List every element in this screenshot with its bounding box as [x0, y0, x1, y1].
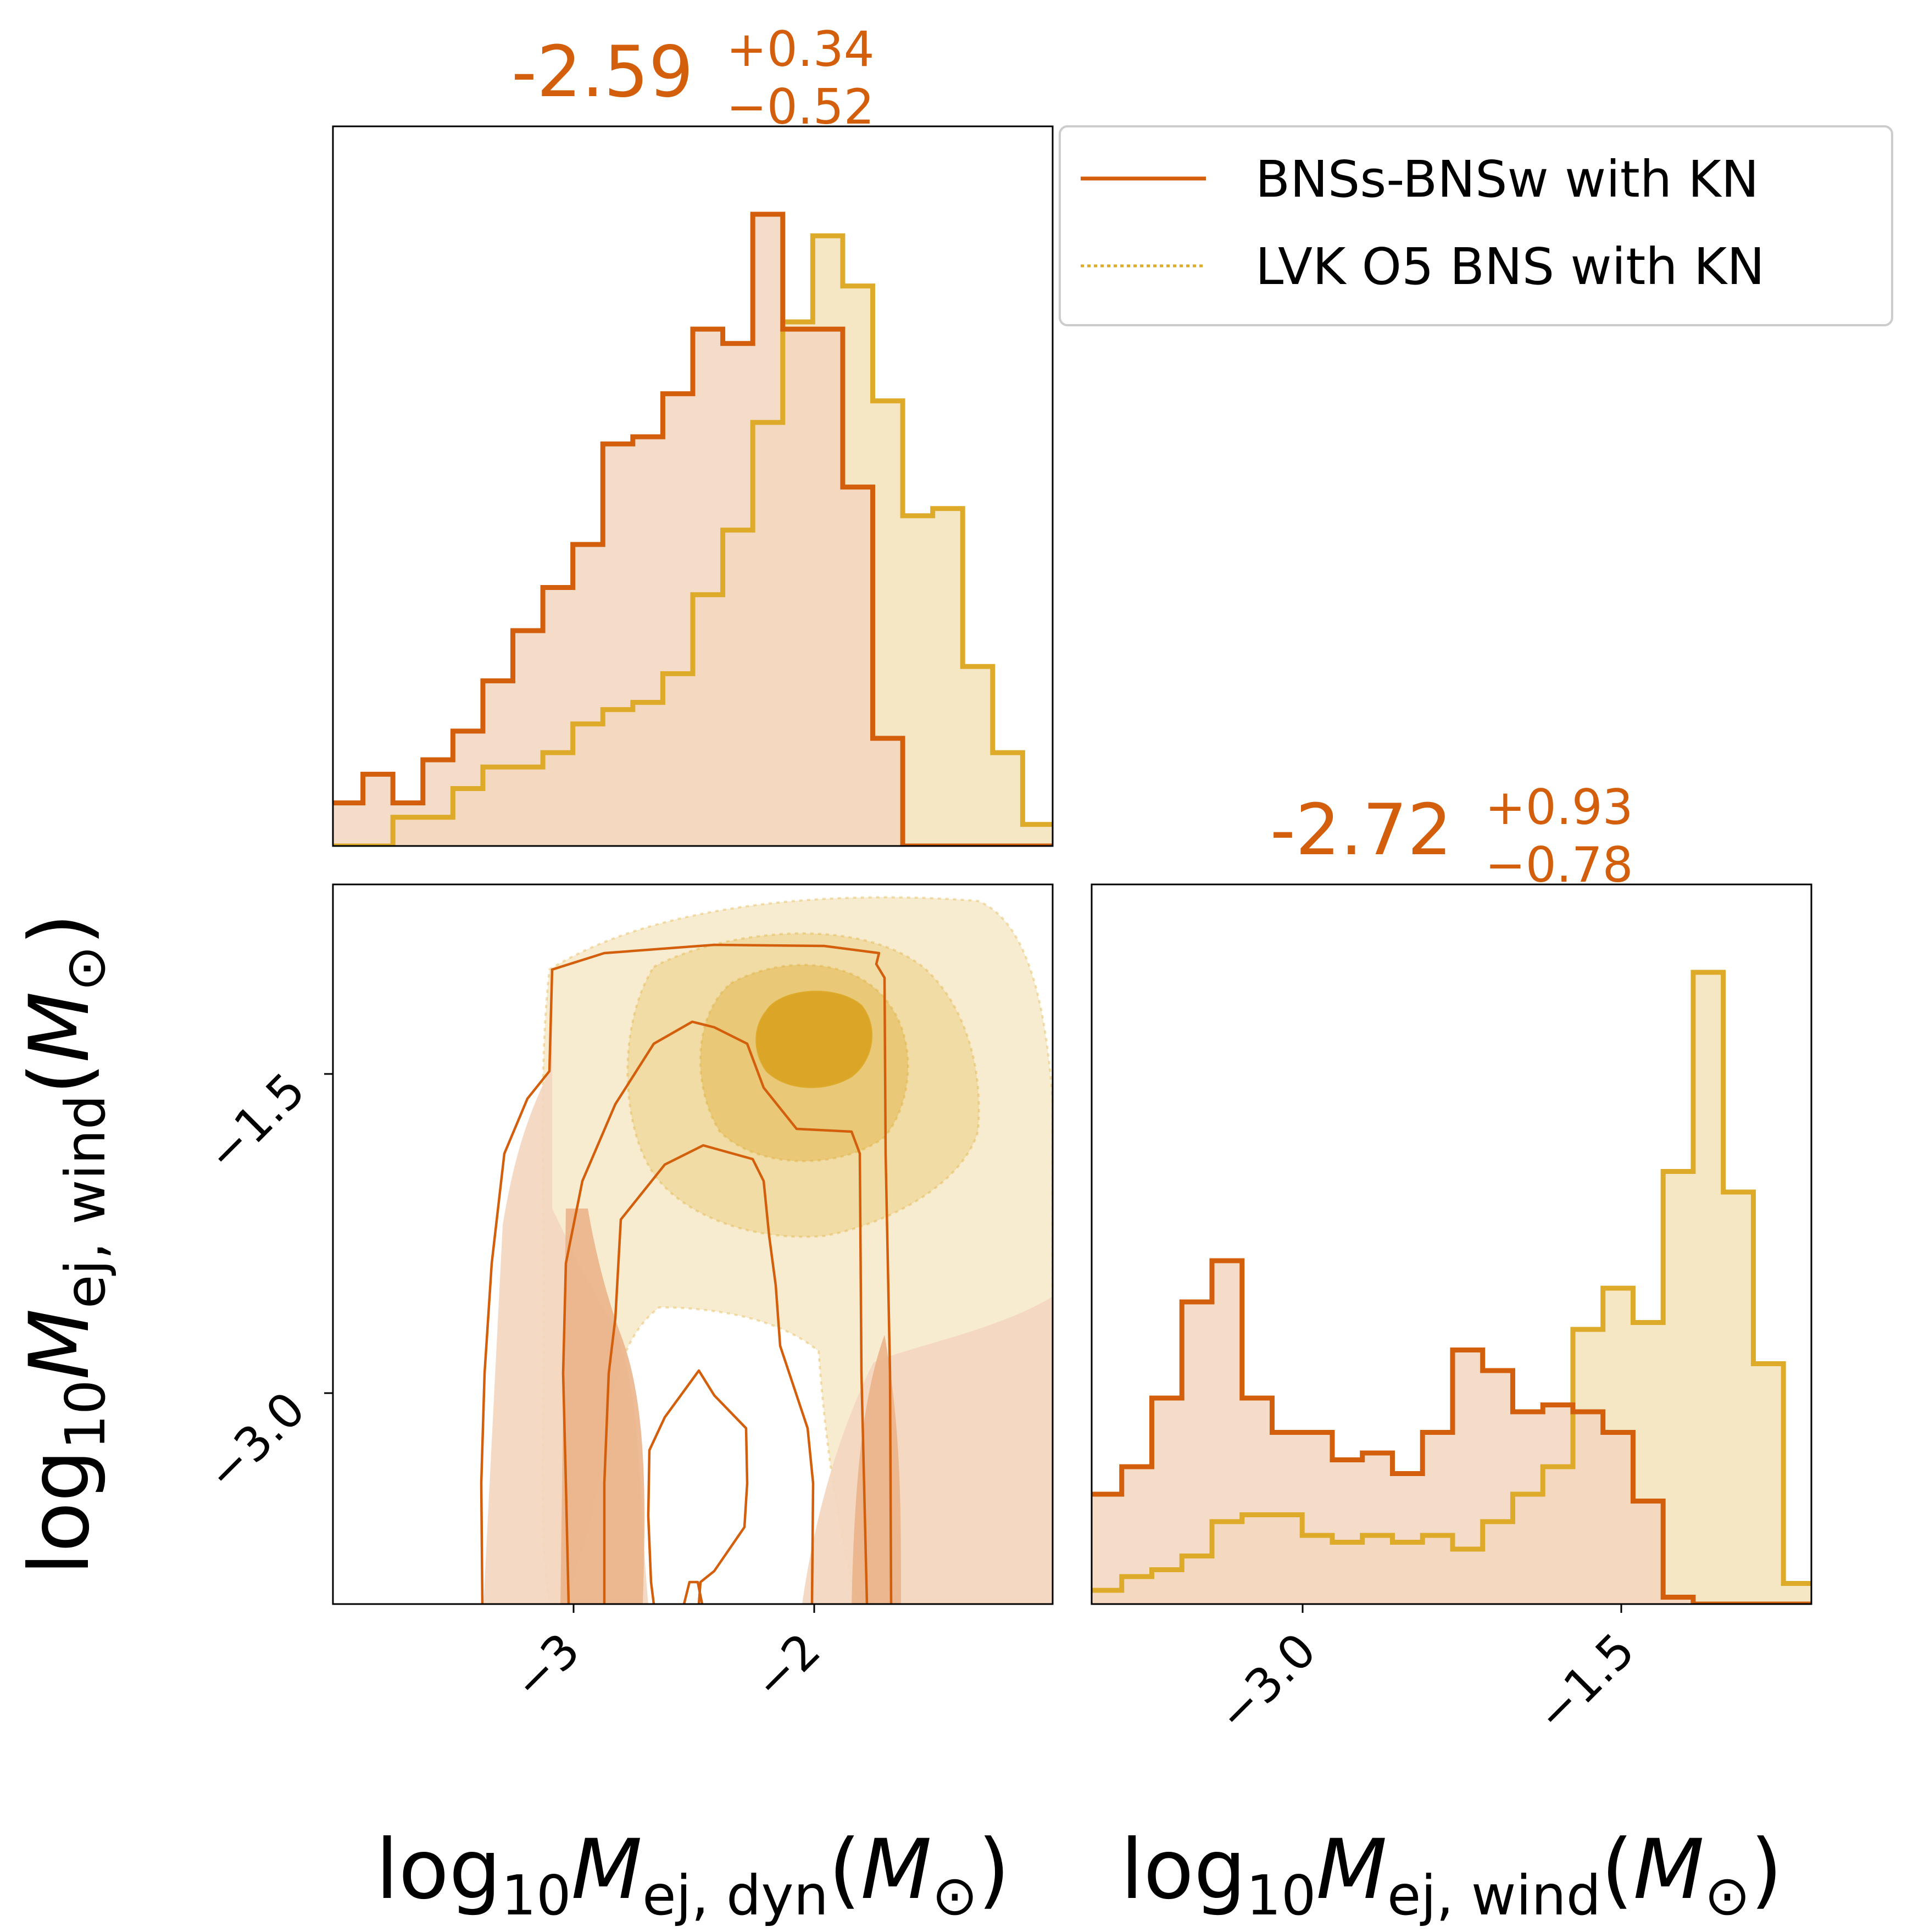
ylabel-wind: log10Mej, wind(M⊙): [12, 914, 118, 1575]
hist-dyn-series: [333, 211, 1053, 846]
summary-wind: -2.72 +0.93 −0.78: [1270, 779, 1633, 893]
xlabel-dyn-var: M: [571, 1822, 642, 1918]
summary-dyn-median: -2.59: [511, 31, 693, 113]
hist-wind-panel: −3.0 −1.5: [1091, 883, 1812, 1743]
hist-wind-line-bns: [1092, 1258, 1811, 1604]
xlabel-dyn-close: ): [978, 1822, 1010, 1918]
xlabel-wind-var: M: [1316, 1822, 1387, 1918]
contour-ytick-label-m3p0: −3.0: [196, 1382, 315, 1501]
hist-wind-xtick-label-m1p5: −1.5: [1525, 1623, 1645, 1742]
hist-wind-xtick-label-m3p0: −3.0: [1206, 1623, 1326, 1742]
xlabel-wind-unit-sub: ⊙: [1704, 1863, 1750, 1928]
bns-contour-fill-left-mid: [560, 1209, 645, 1604]
xlabel-dyn-unit: M: [861, 1822, 932, 1918]
legend-box: [1059, 125, 1893, 326]
lvk-contour-peak: [755, 990, 872, 1088]
bns-contour-lines: [480, 943, 893, 1604]
ylabel-wind-unit-sub: ⊙: [53, 945, 118, 992]
xlabel-dyn-sub: 10: [501, 1863, 571, 1928]
hist-dyn-line-bns: [333, 211, 1053, 846]
contour-xtick-label-m2: −2: [743, 1623, 831, 1711]
bns-contour-line-1: [480, 943, 893, 1604]
summary-wind-median: -2.72: [1270, 789, 1452, 871]
xlabel-wind-close: ): [1750, 1822, 1783, 1918]
contour-frame: [332, 883, 1054, 1605]
xlabel-wind-prefix: log: [1121, 1822, 1247, 1918]
hist-wind-line-lvk: [1092, 970, 1811, 1593]
xlabel-wind: log10Mej, wind(M⊙): [1121, 1822, 1783, 1928]
summary-wind-plus: +0.93: [1485, 779, 1633, 836]
xlabel-wind-open: (: [1601, 1822, 1633, 1918]
xlabel-dyn: log10Mej, dyn(M⊙): [376, 1822, 1010, 1928]
legend-label-lvk: LVK O5 BNS with KN: [1255, 237, 1765, 296]
hist-dyn-line-lvk: [333, 233, 1053, 846]
legend-label-bns: BNSs-BNSw with KN: [1255, 150, 1759, 209]
ylabel-wind-close: ): [12, 914, 108, 946]
ylabel-wind-sub2: ej, wind: [53, 1095, 118, 1309]
bns-contour-line-5: [682, 1580, 704, 1604]
bns-contour-line-3: [603, 1144, 815, 1604]
ylabel-wind-open: (: [12, 1062, 108, 1095]
bns-contour-line-2: [561, 1020, 869, 1604]
summary-dyn-plus: +0.34: [726, 21, 875, 77]
contour-xtick-label-m3: −3: [502, 1623, 590, 1711]
contour-ytick-label-m1p5: −1.5: [196, 1062, 315, 1182]
xlabel-dyn-unit-sub: ⊙: [932, 1863, 978, 1928]
contour-panel: −3 −2 −1.5 −3.0: [196, 883, 1054, 1711]
hist-dyn-panel: [332, 125, 1054, 847]
summary-wind-minus: −0.78: [1485, 837, 1633, 893]
hist-wind-series: [1092, 970, 1811, 1604]
bns-contour-line-4: [647, 1369, 749, 1604]
ylabel-wind-sub: 10: [53, 1380, 118, 1450]
xlabel-wind-sub2: ej, wind: [1387, 1863, 1601, 1928]
bns-contour-fill-right-mid: [852, 1335, 901, 1604]
xlabel-wind-unit: M: [1633, 1822, 1704, 1918]
legend: BNSs-BNSw with KN LVK O5 BNS with KN: [1059, 125, 1893, 326]
summary-dyn-minus: −0.52: [726, 79, 875, 135]
xlabel-dyn-open: (: [828, 1822, 861, 1918]
summary-dyn: -2.59 +0.34 −0.52: [511, 21, 875, 135]
xlabel-dyn-prefix: log: [376, 1822, 502, 1918]
ylabel-wind-unit: M: [12, 992, 108, 1062]
hist-dyn-frame: [332, 125, 1054, 847]
xlabel-wind-sub: 10: [1246, 1863, 1316, 1928]
hist-wind-frame: [1091, 883, 1812, 1605]
ylabel-wind-prefix: log: [12, 1450, 108, 1575]
xlabel-dyn-sub2: ej, dyn: [642, 1863, 828, 1928]
ylabel-wind-var: M: [12, 1309, 108, 1379]
